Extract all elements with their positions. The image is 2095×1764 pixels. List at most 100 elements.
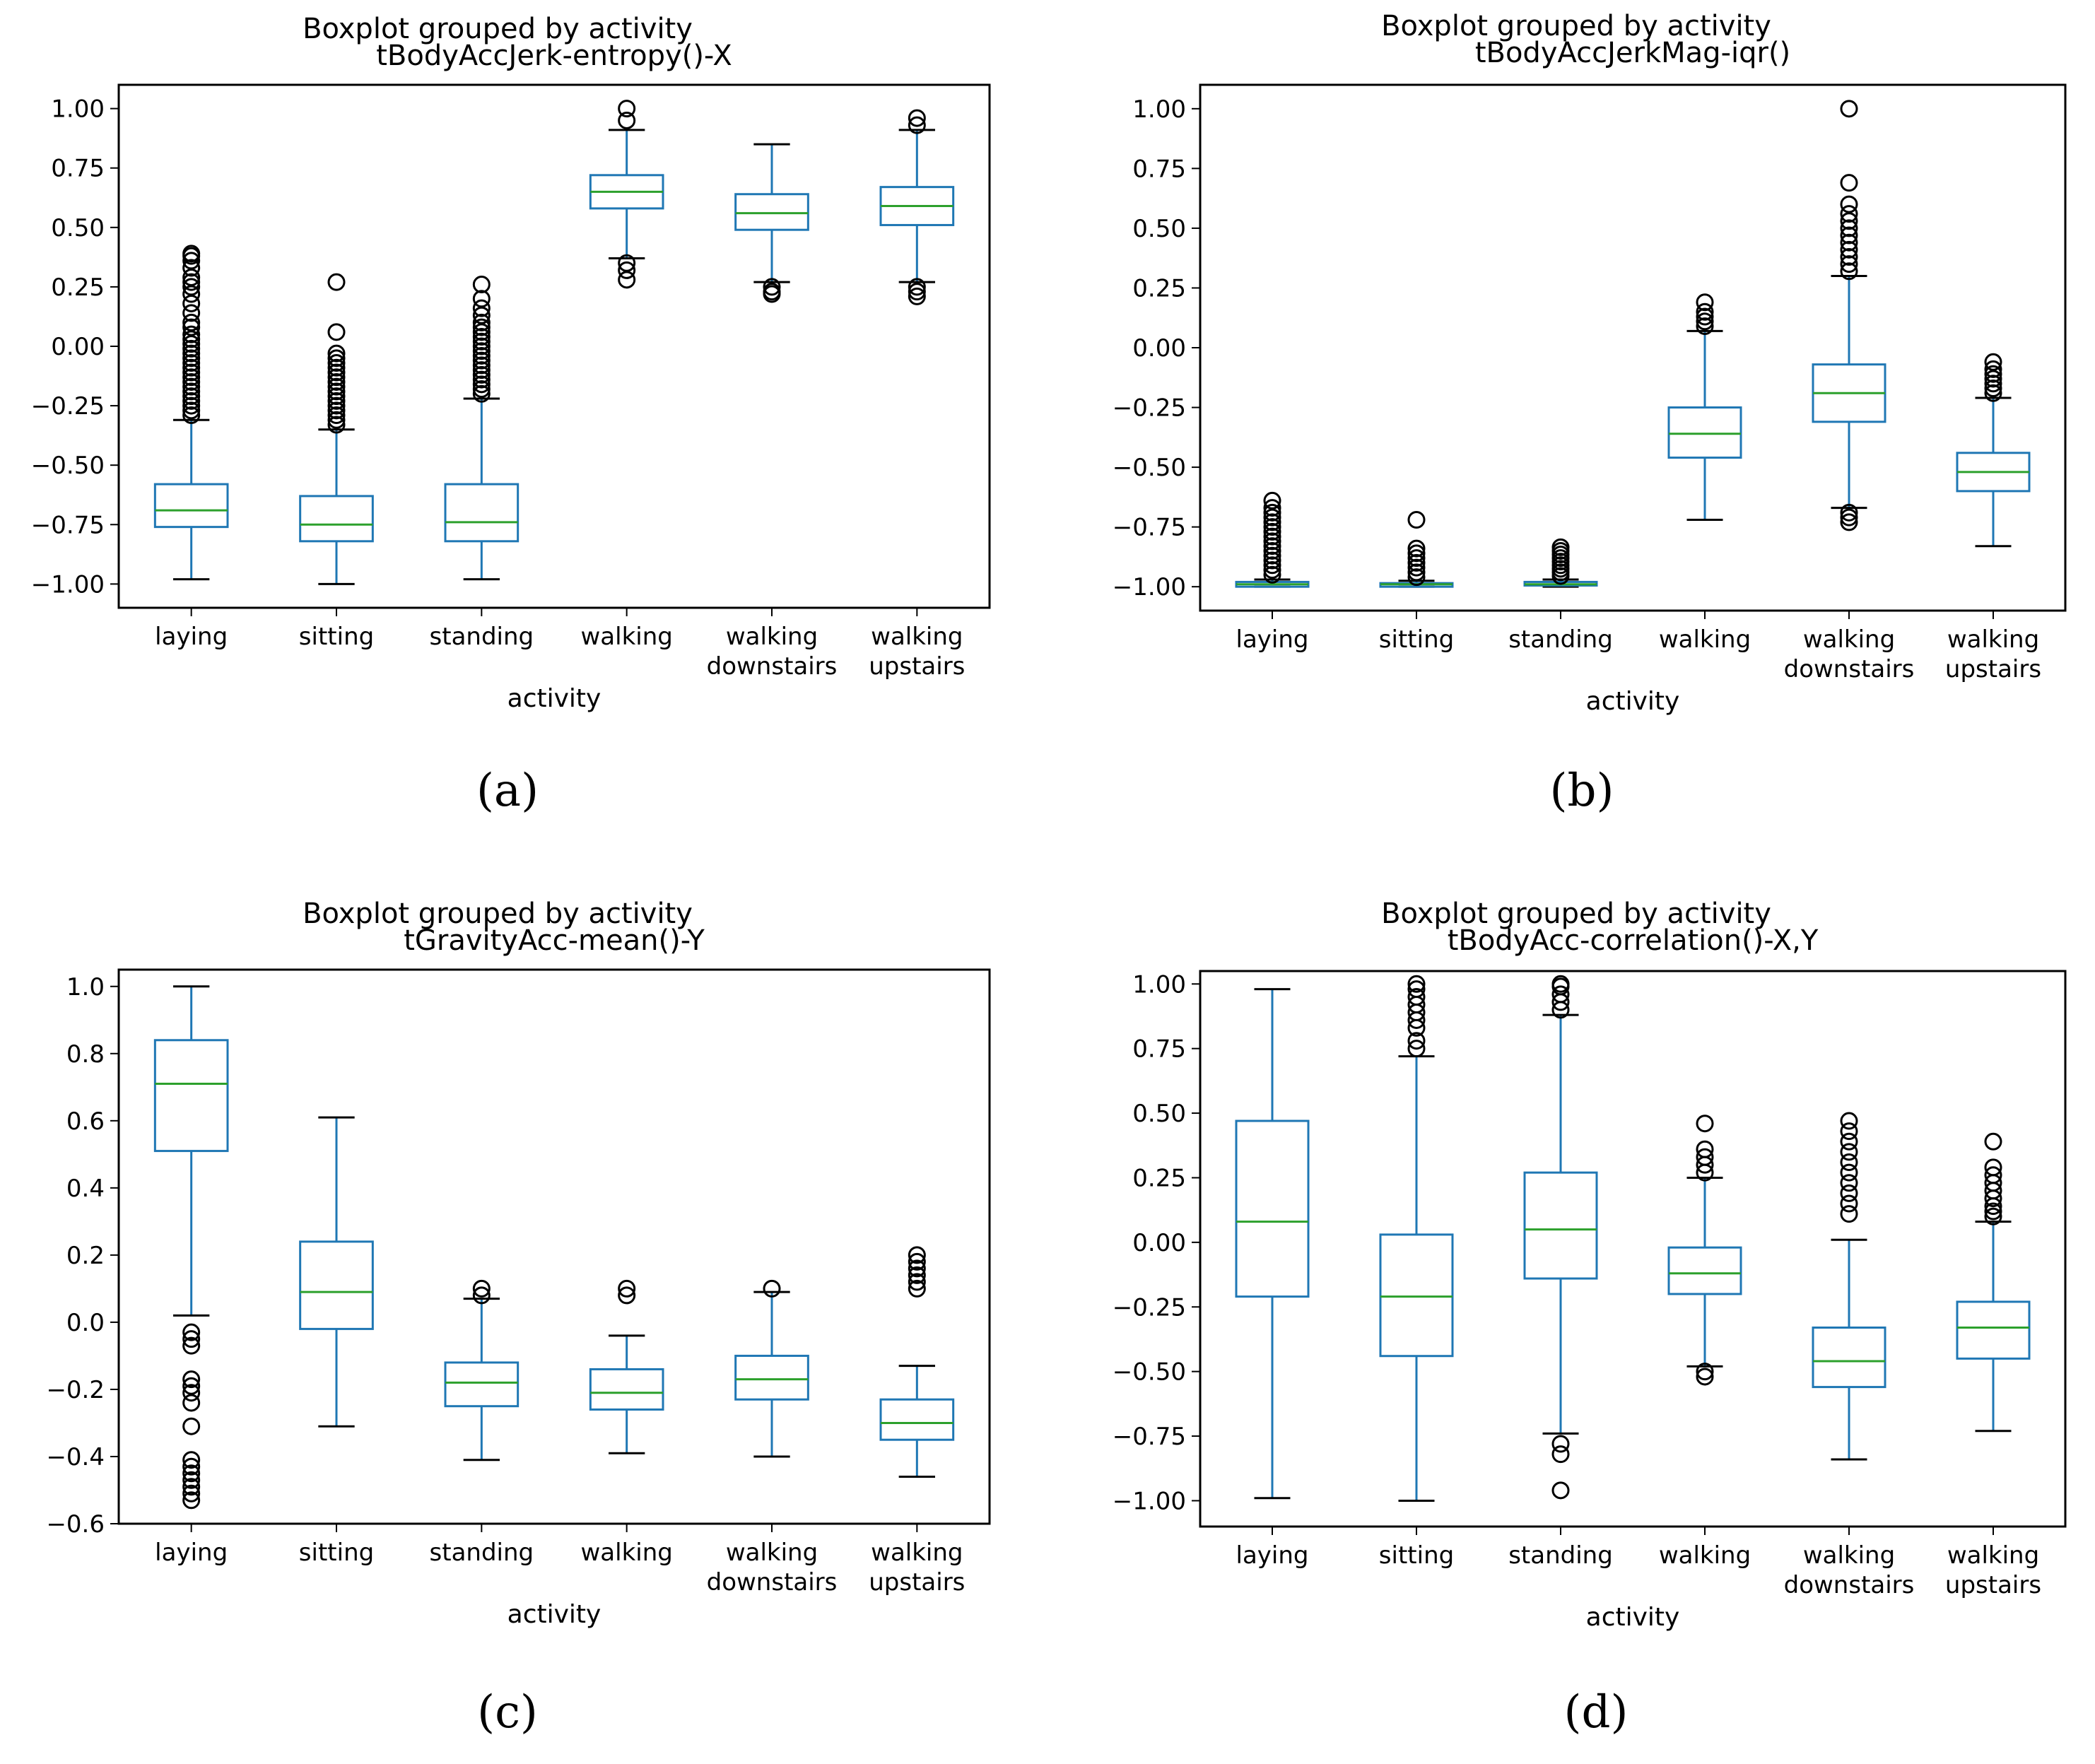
- outlier-point: [1696, 302, 1714, 321]
- outlier-point: [327, 372, 346, 391]
- outlier-point: [1551, 538, 1570, 556]
- x-tick-label-line: downstairs: [1784, 655, 1915, 683]
- outlier-point: [182, 1336, 201, 1355]
- y-tick-label: 0.75: [51, 155, 105, 183]
- x-tick-label-line: upstairs: [1945, 655, 2041, 683]
- x-tick-label-line: walking: [1803, 625, 1895, 654]
- x-tick-label: walking downstairs: [707, 623, 838, 681]
- outlier-point: [182, 318, 201, 336]
- outlier-point: [327, 273, 346, 291]
- panel-label-a: (a): [476, 765, 539, 817]
- plot-frame: [117, 968, 991, 1525]
- x-tick-label-line: upstairs: [869, 652, 965, 681]
- outlier-point: [908, 1259, 926, 1278]
- y-tick-label: −0.4: [46, 1443, 105, 1471]
- y-tick-label: 0.8: [66, 1040, 105, 1069]
- chart-title: Boxplot grouped by activity: [303, 13, 693, 45]
- outlier-point: [1840, 219, 1858, 237]
- outlier-point: [618, 254, 636, 272]
- outlier-point: [1840, 1194, 1858, 1213]
- box-0: [153, 245, 229, 581]
- chart-panel-4: Boxplot grouped by activitytBodyAcc-corr…: [1113, 898, 2067, 1632]
- outlier-point: [908, 283, 926, 301]
- outlier-point: [1263, 527, 1281, 546]
- outlier-point: [1551, 985, 1570, 1004]
- outlier-point: [182, 344, 201, 363]
- outlier-point: [327, 401, 346, 420]
- x-tick-label: walking: [1659, 625, 1751, 654]
- outlier-point: [1840, 255, 1858, 274]
- x-tick-label: walking downstairs: [1784, 625, 1915, 683]
- outlier-point: [908, 278, 926, 296]
- outlier-point: [1263, 532, 1281, 551]
- outlier-point: [182, 278, 201, 296]
- x-tick-label: sitting: [1379, 625, 1454, 654]
- box-0: [1235, 491, 1310, 588]
- outlier-point: [1840, 508, 1858, 527]
- outlier-point: [182, 330, 201, 348]
- x-tick-label: walking: [1659, 1541, 1751, 1570]
- y-tick-label: −0.50: [31, 452, 105, 480]
- outlier-point: [1840, 1143, 1858, 1161]
- y-tick-label: 0.50: [1132, 215, 1186, 243]
- outlier-point: [1696, 307, 1714, 326]
- x-tick-label-line: walking: [1947, 625, 2039, 654]
- box-iqr: [1667, 1246, 1742, 1295]
- box-0: [1235, 988, 1310, 1500]
- y-tick-label: −0.25: [1113, 1293, 1186, 1322]
- chart-panel-3: Boxplot grouped by activitytGravityAcc-m…: [46, 898, 991, 1629]
- outlier-point: [182, 1417, 201, 1435]
- outlier-point: [327, 392, 346, 410]
- x-tick-label-line: sitting: [1379, 625, 1454, 654]
- box-1: [299, 1116, 374, 1428]
- box-5: [1956, 1132, 2031, 1433]
- outlier-point: [182, 313, 201, 331]
- outlier-point: [1263, 565, 1281, 584]
- box-iqr: [153, 1039, 229, 1153]
- x-tick-label-line: walking: [726, 623, 818, 651]
- outlier-point: [182, 372, 201, 391]
- box-4: [1812, 100, 1886, 531]
- chart-subtitle: tBodyAccJerk-entropy()-X: [376, 40, 732, 72]
- outlier-point: [1407, 1040, 1426, 1058]
- outlier-point: [1840, 513, 1858, 531]
- x-tick-label: walking downstairs: [1784, 1541, 1915, 1599]
- x-tick-label-line: laying: [1236, 625, 1309, 654]
- outlier-point: [182, 1377, 201, 1395]
- box-2: [444, 276, 520, 581]
- outlier-point: [908, 1246, 926, 1264]
- outlier-point: [472, 323, 491, 341]
- x-tick-label: walking upstairs: [869, 623, 965, 681]
- outlier-point: [618, 100, 636, 118]
- outlier-point: [182, 354, 201, 372]
- box-iqr: [299, 495, 374, 543]
- x-tick-label: sitting: [299, 1539, 374, 1567]
- x-tick-label-line: laying: [155, 1539, 228, 1567]
- y-tick-label: −0.25: [1113, 394, 1186, 423]
- outlier-point: [472, 299, 491, 317]
- outlier-point: [472, 351, 491, 370]
- outlier-point: [1984, 1207, 2002, 1225]
- outlier-point: [1263, 546, 1281, 565]
- y-tick-label: 0.25: [1132, 1164, 1186, 1192]
- outlier-point: [1696, 1140, 1714, 1158]
- outlier-point: [1984, 365, 2002, 383]
- outlier-point: [1263, 491, 1281, 510]
- y-tick-label: 0.25: [51, 274, 105, 302]
- outlier-point: [908, 1252, 926, 1271]
- outlier-point: [1840, 174, 1858, 192]
- outlier-point: [1984, 360, 2002, 378]
- y-tick-label: 0.2: [66, 1242, 105, 1270]
- x-tick-label-line: walking: [580, 1539, 672, 1567]
- outlier-point: [1407, 539, 1426, 558]
- outlier-point: [1407, 1032, 1426, 1050]
- outlier-point: [182, 252, 201, 270]
- x-tick-label-line: walking: [1659, 1541, 1751, 1570]
- x-tick-label: laying: [155, 1539, 228, 1567]
- chart-subtitle: tBodyAcc-correlation()-X,Y: [1448, 924, 1819, 957]
- outlier-point: [472, 384, 491, 403]
- outlier-point: [182, 387, 201, 406]
- outlier-point: [182, 273, 201, 291]
- outlier-point: [472, 313, 491, 331]
- box-3: [1667, 293, 1742, 521]
